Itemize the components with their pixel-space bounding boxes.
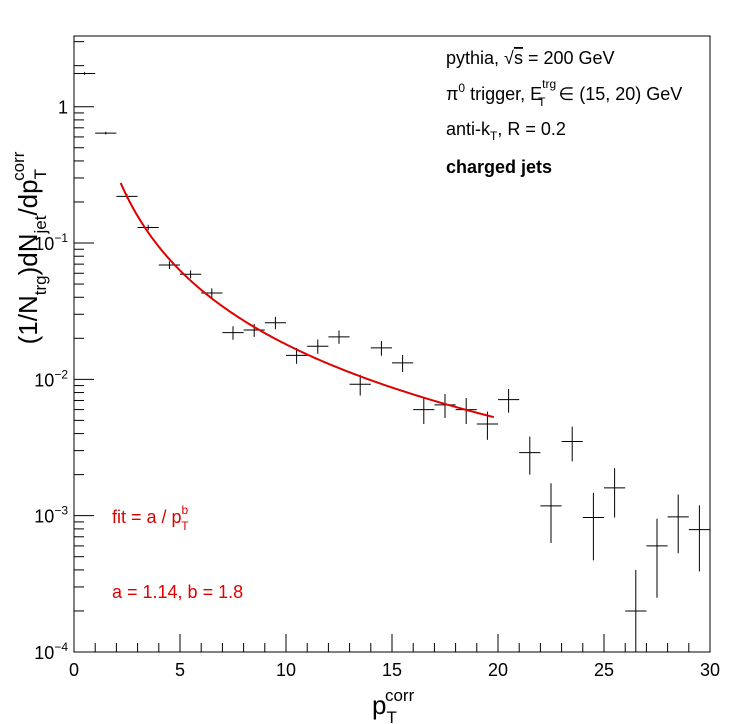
fit-curve [119, 182, 495, 419]
x-tick-label: 0 [69, 660, 79, 680]
data-point [222, 326, 244, 340]
data-point [540, 483, 562, 544]
x-tick-label: 10 [276, 660, 296, 680]
data-point [328, 330, 350, 344]
data-point [307, 339, 329, 354]
data-points [74, 72, 710, 652]
data-point [264, 316, 286, 330]
y-tick-label: 10−4 [34, 640, 68, 663]
data-point [625, 569, 647, 652]
y-tick-label: 1 [58, 98, 68, 118]
x-tick-label: 20 [488, 660, 508, 680]
annotation-pythia: pythia, √s = 200 GeV [446, 48, 615, 68]
axis-ticks [73, 41, 711, 653]
y-tick-label: 10−3 [34, 504, 68, 527]
fit-parameters: a = 1.14, b = 1.8 [112, 582, 243, 602]
data-point [646, 518, 668, 598]
data-point [688, 505, 710, 572]
x-tick-label: 25 [594, 660, 614, 680]
data-point [498, 388, 520, 413]
annotation-charged-jets: charged jets [446, 157, 552, 177]
data-point [413, 397, 435, 425]
data-point [158, 261, 180, 269]
data-point [137, 224, 159, 231]
data-point [561, 426, 583, 462]
x-tick-label: 5 [175, 660, 185, 680]
data-point [349, 374, 371, 396]
annotation-antikt: anti-kT, R = 0.2 [446, 119, 566, 143]
x-axis-title: pTcorr [372, 686, 415, 724]
x-tick-label: 30 [700, 660, 720, 680]
y-tick-label: 10−2 [34, 367, 68, 390]
data-point [582, 492, 604, 561]
data-point [519, 436, 541, 475]
y-axis-title: (1/Ntrg)dNjet/dpTcorr [9, 151, 50, 344]
plot-frame [73, 35, 711, 653]
data-point [74, 72, 96, 75]
data-point [667, 494, 689, 554]
y-tick-label: 10−1 [34, 231, 68, 254]
data-point [392, 354, 414, 373]
fit-formula: fit = a / pb T [112, 503, 189, 533]
annotation-trigger: π0 trigger, Etrg T ∈ (15, 20) GeV [446, 77, 682, 109]
data-point [370, 341, 392, 356]
data-point [604, 468, 626, 518]
data-point [95, 131, 117, 135]
x-tick-label: 15 [382, 660, 402, 680]
y-tick-labels: 10−4 10−3 10−2 10−1 1 [34, 98, 68, 663]
x-tick-labels: 0 5 10 15 20 25 30 [69, 660, 720, 680]
